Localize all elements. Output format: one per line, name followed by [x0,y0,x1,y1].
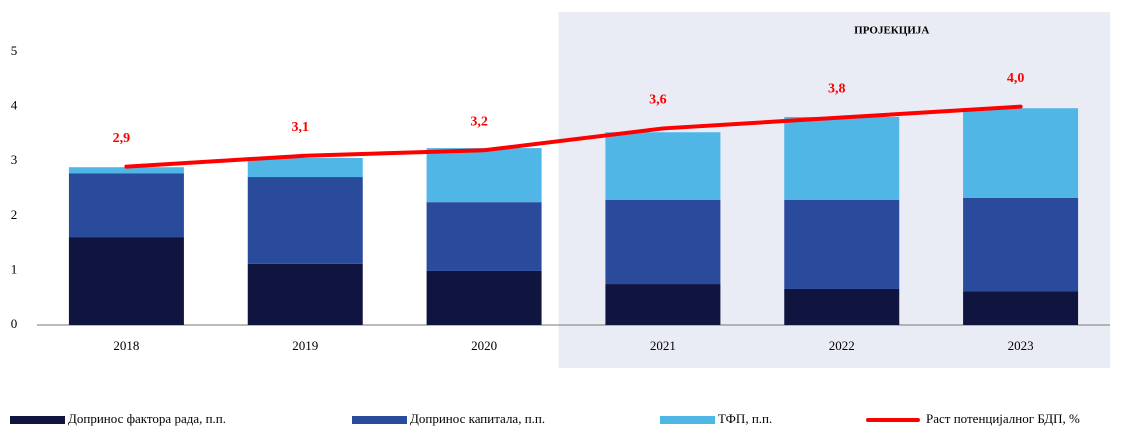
bar-segment [784,199,900,289]
bar-segment [963,197,1079,292]
y-tick-label: 4 [11,98,18,113]
x-tick-label: 2020 [471,338,497,353]
bar-segment [426,270,542,325]
bar-segment [784,288,900,325]
bar-segment [963,108,1079,198]
bar-segment [605,132,721,200]
x-tick-label: 2018 [113,338,139,353]
y-tick-label: 0 [11,316,18,331]
projection-label: ПРОЈЕКЦИЈА [854,25,929,37]
legend-swatch [10,416,65,424]
data-label: 3,2 [470,114,488,129]
legend-label: ТФП, п.п. [718,411,772,426]
y-tick-label: 3 [11,152,18,167]
y-tick-label: 5 [11,43,18,58]
data-label: 2,9 [113,131,131,146]
data-label: 4,0 [1007,71,1025,86]
bar-segment [426,202,542,271]
bar-segment [247,263,363,325]
bar-segment [426,148,542,203]
bar-segment [963,291,1079,325]
bar-segment [68,237,184,325]
x-tick-label: 2019 [292,338,318,353]
bar-segment [605,284,721,325]
data-label: 3,1 [292,120,310,135]
x-tick-label: 2021 [650,338,676,353]
bar-segment [68,173,184,238]
y-tick-label: 2 [11,207,18,222]
legend-label: Допринос капитала, п.п. [410,411,545,426]
legend-swatch [352,416,407,424]
data-label: 3,6 [649,93,667,108]
bar-segment [68,167,184,174]
bar-segment [605,199,721,285]
bar-segment [247,157,363,178]
legend-label: Раст потенцијалног БДП, % [926,411,1080,426]
data-label: 3,8 [828,82,846,97]
x-tick-label: 2023 [1008,338,1034,353]
x-tick-label: 2022 [829,338,855,353]
bar-segment [247,177,363,264]
legend-label: Допринос фактора рада, п.п. [68,411,226,426]
line [124,104,1023,169]
y-tick-label: 1 [11,261,18,276]
bar-segment [784,116,900,200]
legend-swatch [660,416,715,424]
